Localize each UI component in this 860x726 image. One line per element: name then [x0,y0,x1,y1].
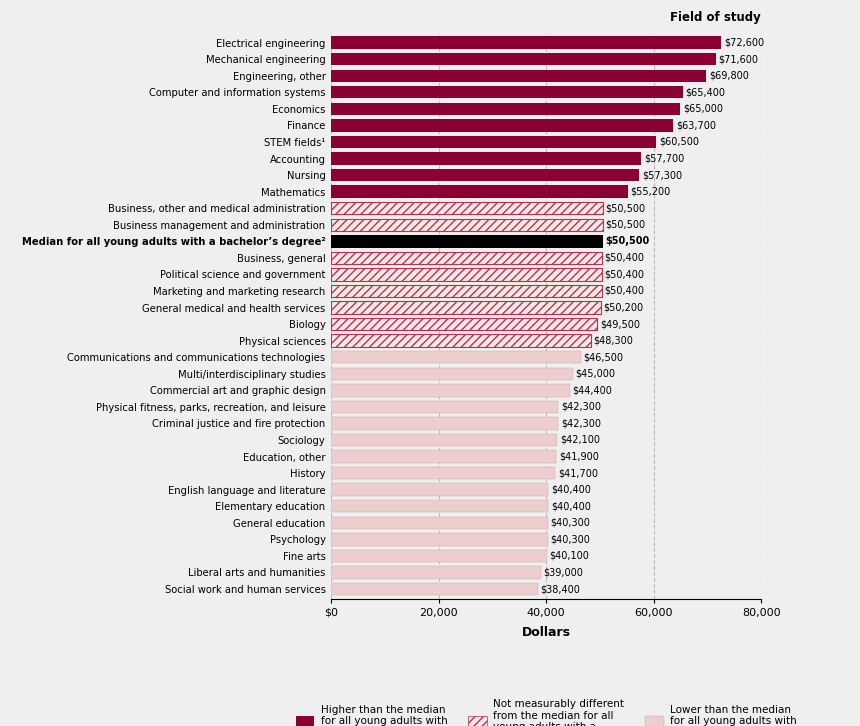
Bar [331,202,603,214]
Bar [331,318,597,330]
Text: $40,400: $40,400 [551,485,591,494]
Text: $42,300: $42,300 [562,402,601,412]
Bar [331,517,548,529]
Bar [331,86,683,99]
Bar [331,335,591,347]
Text: $55,200: $55,200 [630,187,671,197]
Bar [331,583,538,595]
Bar [331,219,603,231]
Text: $50,500: $50,500 [605,203,645,213]
X-axis label: Dollars: Dollars [522,627,570,640]
Text: $46,500: $46,500 [584,352,624,362]
Text: $50,500: $50,500 [605,236,649,246]
Bar [331,102,680,115]
Bar [331,268,602,281]
Text: $71,600: $71,600 [719,54,759,64]
Bar [331,434,557,446]
Bar [331,169,639,182]
Bar [331,367,573,380]
Bar [331,450,556,462]
Bar [331,53,716,65]
Bar [331,136,656,148]
Bar [331,351,581,364]
Text: $50,200: $50,200 [604,303,644,312]
Text: $69,800: $69,800 [709,70,749,81]
Text: $50,500: $50,500 [605,220,645,229]
Text: $41,900: $41,900 [559,452,599,462]
Text: $39,000: $39,000 [544,568,583,577]
Bar [331,235,603,248]
Bar [331,384,569,396]
Text: $40,300: $40,300 [550,534,590,544]
Bar [331,252,602,264]
Text: $50,400: $50,400 [605,269,645,280]
Text: $41,700: $41,700 [558,468,598,478]
Bar [331,185,628,198]
Text: $65,000: $65,000 [683,104,723,114]
Text: $44,400: $44,400 [573,386,612,396]
Text: $57,300: $57,300 [642,170,682,180]
Text: $65,400: $65,400 [685,87,725,97]
Text: $72,600: $72,600 [724,38,765,48]
Text: $40,100: $40,100 [550,551,589,561]
Bar [331,500,549,513]
Text: $50,400: $50,400 [605,286,645,296]
Bar [331,533,548,545]
Bar [331,566,541,579]
Bar [331,484,549,496]
Bar [331,301,601,314]
Bar [331,152,642,165]
Text: $42,300: $42,300 [562,418,601,428]
Bar [331,119,673,131]
Bar [331,70,706,82]
Text: $38,400: $38,400 [540,584,580,594]
Bar [331,285,602,297]
Text: $40,300: $40,300 [550,518,590,528]
Text: $50,400: $50,400 [605,253,645,263]
Text: $49,500: $49,500 [600,319,640,329]
Text: $57,700: $57,700 [644,153,685,163]
Bar [331,467,556,479]
Text: $63,700: $63,700 [676,121,716,131]
Text: Field of study: Field of study [670,11,761,24]
Text: $48,300: $48,300 [593,335,633,346]
Text: $40,400: $40,400 [551,501,591,511]
Bar [331,401,558,413]
Text: $60,500: $60,500 [659,137,699,147]
Bar [331,550,547,562]
Legend: Higher than the median
for all young adults with
a bachelor’s degree, Not measur: Higher than the median for all young adu… [296,699,796,726]
Text: $42,100: $42,100 [560,435,600,445]
Bar [331,36,722,49]
Text: $45,000: $45,000 [575,369,616,379]
Bar [331,417,558,430]
